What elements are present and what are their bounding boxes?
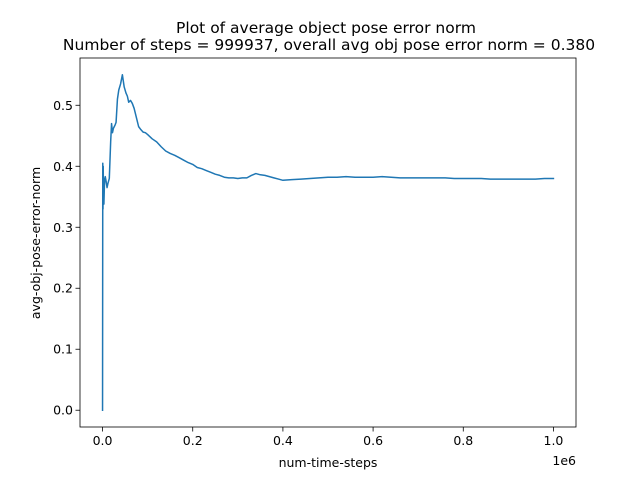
- chart-title-line-1: Plot of average object pose error norm: [176, 19, 476, 37]
- plot-area: 0.0 0.2 0.4 0.6 0.8 1.0 0.0 0.1 0.2 0.3 0.4 0.5: [53, 57, 577, 448]
- y-tick-label-2: 0.2: [53, 281, 73, 296]
- series-line-0: [101, 74, 555, 411]
- x-tick-label-4: 0.8: [453, 433, 473, 448]
- y-tick-label-0: 0.0: [53, 403, 73, 418]
- x-axis-offset-label: 1e6: [552, 453, 576, 468]
- y-tick-label-3: 0.3: [53, 220, 73, 235]
- y-tick-label-5: 0.5: [53, 98, 73, 113]
- y-axis-label: avg-obj-pose-error-norm: [28, 167, 43, 319]
- x-axis-label: num-time-steps: [279, 455, 378, 470]
- x-tick-label-3: 0.6: [363, 433, 383, 448]
- axes-frame: [79, 57, 577, 428]
- y-tick-label-4: 0.4: [53, 159, 73, 174]
- x-tick-label-5: 1.0: [544, 433, 564, 448]
- x-tick-label-0: 0.0: [93, 433, 113, 448]
- x-tick-label-1: 0.2: [183, 433, 203, 448]
- chart-title-line-2: Number of steps = 999937, overall avg ob…: [63, 36, 595, 54]
- y-tick-label-1: 0.1: [53, 342, 73, 357]
- x-tick-label-2: 0.4: [273, 433, 293, 448]
